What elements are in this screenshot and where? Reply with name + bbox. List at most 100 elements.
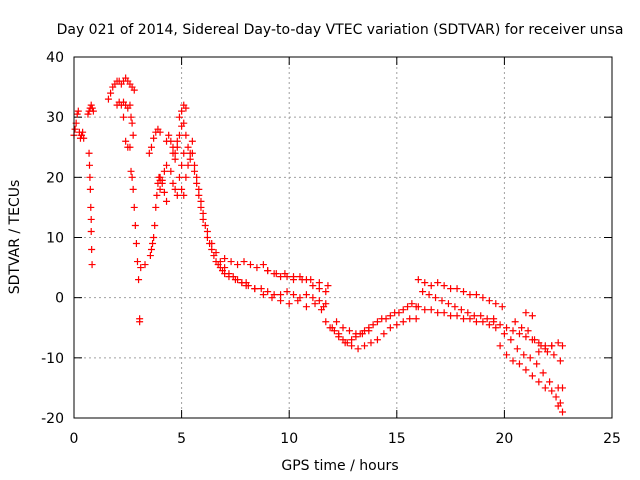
data-point	[528, 372, 536, 380]
data-point	[311, 300, 319, 308]
data-point	[533, 360, 541, 368]
data-point	[167, 137, 175, 145]
data-point	[86, 173, 94, 181]
data-point	[382, 315, 390, 323]
data-point	[522, 366, 530, 374]
data-point	[85, 161, 93, 169]
data-point	[559, 408, 567, 416]
data-point	[290, 291, 298, 299]
data-point	[393, 321, 401, 329]
data-point	[354, 345, 362, 353]
x-tick-label: 10	[280, 431, 298, 447]
x-tick-label: 25	[603, 431, 621, 447]
data-point	[151, 221, 159, 229]
data-point	[309, 282, 317, 290]
data-point	[88, 246, 96, 254]
x-tick-labels: 0 5 10 15 20 25	[70, 431, 621, 447]
data-point	[180, 119, 188, 127]
data-point	[522, 309, 530, 317]
data-point	[264, 267, 272, 275]
data-point	[535, 378, 543, 386]
data-point	[137, 264, 145, 272]
data-point	[87, 101, 95, 109]
data-point	[87, 227, 95, 235]
data-point	[89, 107, 97, 115]
data-point	[464, 309, 472, 317]
data-point	[395, 309, 403, 317]
data-point	[509, 357, 517, 365]
data-point	[361, 342, 369, 350]
data-point	[548, 387, 556, 395]
data-point	[290, 273, 298, 281]
data-point	[191, 167, 199, 175]
data-point	[182, 131, 190, 139]
data-point	[490, 315, 498, 323]
data-point	[163, 197, 171, 205]
data-point	[546, 378, 554, 386]
data-point	[309, 294, 317, 302]
data-point	[127, 167, 135, 175]
data-point	[447, 312, 455, 320]
data-point	[434, 309, 442, 317]
data-point	[171, 155, 179, 163]
data-point	[515, 330, 523, 338]
data-point	[221, 255, 229, 263]
data-point	[227, 258, 235, 266]
data-point	[208, 240, 216, 248]
data-point	[324, 282, 332, 290]
data-point	[470, 312, 478, 320]
data-point	[472, 318, 480, 326]
data-point	[175, 131, 183, 139]
data-point	[453, 312, 461, 320]
data-point	[182, 173, 190, 181]
data-point	[315, 279, 323, 287]
data-point	[466, 315, 474, 323]
data-point	[509, 327, 517, 335]
data-point	[212, 249, 220, 257]
data-point	[451, 303, 459, 311]
data-point	[541, 384, 549, 392]
data-point	[477, 312, 485, 320]
data-point	[195, 185, 203, 193]
data-point	[414, 303, 422, 311]
data-point	[492, 324, 500, 332]
y-tick-label: -10	[41, 351, 64, 367]
data-point	[180, 191, 188, 199]
data-point	[193, 179, 201, 187]
data-point	[317, 306, 325, 314]
data-point	[87, 215, 95, 223]
data-point	[141, 261, 149, 269]
data-point	[197, 203, 205, 211]
data-point	[307, 276, 315, 284]
data-point	[522, 333, 530, 341]
data-point	[88, 261, 96, 269]
data-point	[399, 318, 407, 326]
data-point	[84, 110, 92, 118]
data-point	[472, 291, 480, 299]
data-point	[412, 315, 420, 323]
x-tick-label: 20	[495, 431, 513, 447]
data-point	[127, 113, 135, 121]
data-point	[182, 104, 190, 112]
data-point	[539, 369, 547, 377]
data-point	[419, 288, 427, 296]
data-point	[524, 327, 532, 335]
data-point	[341, 339, 349, 347]
data-point	[153, 191, 161, 199]
data-point	[373, 318, 381, 326]
data-point	[173, 191, 181, 199]
data-point	[178, 185, 186, 193]
data-point	[184, 143, 192, 151]
data-point	[173, 143, 181, 151]
data-point	[197, 197, 205, 205]
data-point	[427, 306, 435, 314]
data-point	[203, 234, 211, 241]
y-tick-label: 0	[55, 291, 64, 307]
data-point	[406, 315, 414, 323]
data-point	[122, 137, 130, 145]
data-point	[201, 221, 209, 229]
data-point	[175, 113, 183, 121]
data-point	[234, 261, 242, 269]
